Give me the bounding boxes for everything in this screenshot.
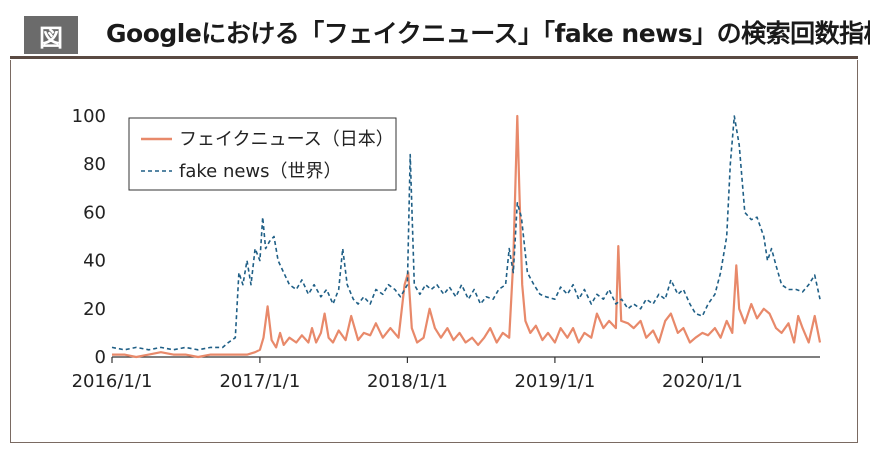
y-tick-label: 20: [83, 299, 106, 320]
x-axis: 2016/1/1 2017/1/1 2018/1/1 2019/1/1 2020/1/1: [72, 356, 820, 392]
figure-header: 図 Googleにおける「フェイクニュース」「fake news」の検索回数指標: [10, 8, 870, 60]
y-tick-label: 40: [83, 251, 106, 272]
series-line-world: [111, 115, 821, 351]
y-tick-label: 100: [72, 106, 106, 127]
y-tick-label: 0: [95, 347, 106, 368]
x-tick-label: 2017/1/1: [219, 371, 300, 392]
x-tick-label: 2020/1/1: [662, 371, 743, 392]
legend-label-japan: フェイクニュース（日本）: [179, 129, 394, 150]
y-tick-label: 80: [83, 154, 106, 175]
chart-title: Googleにおける「フェイクニュース」「fake news」の検索回数指標: [106, 19, 870, 48]
y-axis: 0 20 40 60 80 100: [72, 106, 106, 368]
chart-frame: [10, 60, 858, 443]
x-tick-label: 2016/1/1: [72, 371, 153, 392]
x-tick-label: 2018/1/1: [367, 371, 448, 392]
y-tick-label: 60: [83, 202, 106, 223]
series-layer: [111, 114, 822, 359]
legend-label-world: fake news（世界）: [179, 161, 342, 182]
figure-badge: 図: [24, 16, 78, 54]
header-rule: [10, 56, 858, 59]
legend-box: [128, 117, 397, 191]
x-tick-label: 2019/1/1: [514, 371, 595, 392]
legend: フェイクニュース（日本） fake news（世界）: [128, 117, 397, 191]
series-line-japan: [112, 114, 822, 359]
